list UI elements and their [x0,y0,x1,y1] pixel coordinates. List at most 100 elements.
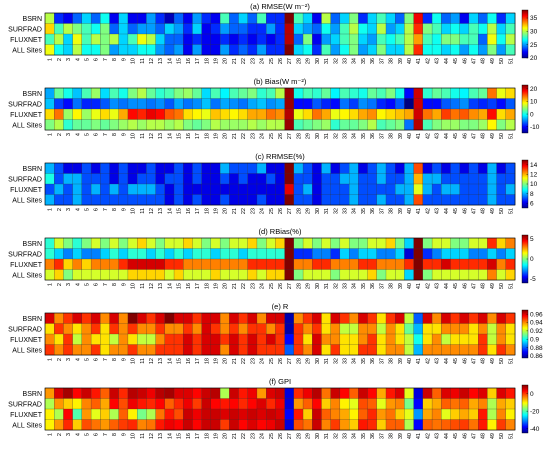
heatmap-cell [395,312,405,324]
heatmap-cell [413,44,424,56]
heatmap-cell [450,33,460,45]
heatmap-cell [395,248,405,260]
heatmap-cell [395,33,405,45]
x-tick-label: 35 [361,208,367,214]
heatmap-cell [201,344,212,356]
x-tick-label: 15 [177,433,183,439]
heatmap-cell [63,312,73,324]
heatmap-cell [90,269,101,281]
x-tick-label: 33 [343,58,349,64]
x-tick-label: 23 [250,358,256,364]
heatmap-cell [312,98,322,110]
x-tick-label: 32 [333,133,339,139]
heatmap-cell [183,248,193,260]
heatmap-cell [192,248,202,260]
heatmap-cell [358,333,368,345]
heatmap-cell [275,173,285,185]
heatmap-cell [450,269,460,281]
heatmap-cell [422,387,433,399]
x-tick-label: 37 [379,208,385,214]
heatmap-cell [321,387,331,399]
heatmap-cell [312,269,322,281]
heatmap-cell [155,23,166,35]
heatmap-cell [256,87,267,99]
x-tick-label: 9 [121,283,127,286]
heatmap-cell [229,323,239,335]
heatmap-cell [395,23,405,35]
heatmap-cell [44,237,55,249]
heatmap-cell [376,237,387,249]
heatmap-cell [468,44,479,56]
heatmap-cell [266,23,276,35]
heatmap-cell [339,12,350,24]
x-tick-label: 2 [57,283,63,286]
heatmap-cell [247,344,258,356]
heatmap-cell [266,387,276,399]
heatmap-cell [459,419,470,431]
heatmap-cell [266,98,276,110]
heatmap-cell [348,44,359,56]
heatmap-cell [413,269,424,281]
heatmap-cell [367,237,378,249]
x-tick-label: 30 [315,283,321,289]
heatmap-cell [219,258,230,270]
heatmap-cell [164,108,175,120]
x-tick-label: 47 [472,283,478,289]
heatmap-cell [238,237,249,249]
heatmap-cell [404,108,414,120]
x-tick-label: 13 [158,358,164,364]
x-tick-label: 38 [389,283,395,289]
heatmap-cell [459,173,470,185]
heatmap-cell [81,119,92,131]
heatmap-cell [505,344,516,356]
x-tick-label: 32 [333,58,339,64]
heatmap-cell [146,12,156,24]
heatmap-cell [219,162,230,174]
heatmap-cell [63,387,73,399]
x-tick-label: 28 [296,208,302,214]
heatmap-cell [109,173,120,185]
heatmap-cell [100,344,110,356]
heatmap-cell [459,387,470,399]
heatmap-cell [441,269,451,281]
heatmap-cell [312,87,322,99]
x-tick-label: 49 [490,358,496,364]
heatmap-cell [302,333,313,345]
heatmap-cell [275,12,285,24]
heatmap-cell [266,12,276,24]
heatmap-cell [155,387,166,399]
heatmap-cell [127,408,138,420]
heatmap-cell [192,119,202,131]
x-tick-label: 33 [343,283,349,289]
heatmap-cell [256,183,267,195]
heatmap-cell [44,323,55,335]
heatmap-cell [192,44,202,56]
heatmap-cell [54,44,64,56]
heatmap-cell [376,344,387,356]
heatmap-cell [137,237,147,249]
heatmap-cell [72,162,83,174]
heatmap-cell [339,33,350,45]
colorbar-tick-label: 5 [530,236,534,243]
heatmap-cell [201,12,212,24]
colorbar [521,9,529,59]
heatmap-cell [413,119,424,131]
heatmap-cell [72,183,83,195]
heatmap-cell [339,387,350,399]
heatmap-cell [256,237,267,249]
heatmap-cell [367,258,378,270]
heatmap-cell [127,119,138,131]
heatmap-cell [90,173,101,185]
heatmap-cell [431,183,442,195]
heatmap-cell [385,333,396,345]
heatmap-cell [44,98,55,110]
x-tick-label: 23 [250,433,256,439]
heatmap-cell [284,312,295,324]
heatmap-cell [72,333,83,345]
x-tick-label: 42 [425,433,431,439]
heatmap-cell [459,12,470,24]
heatmap-cell [229,173,239,185]
x-tick-label: 25 [269,58,275,64]
